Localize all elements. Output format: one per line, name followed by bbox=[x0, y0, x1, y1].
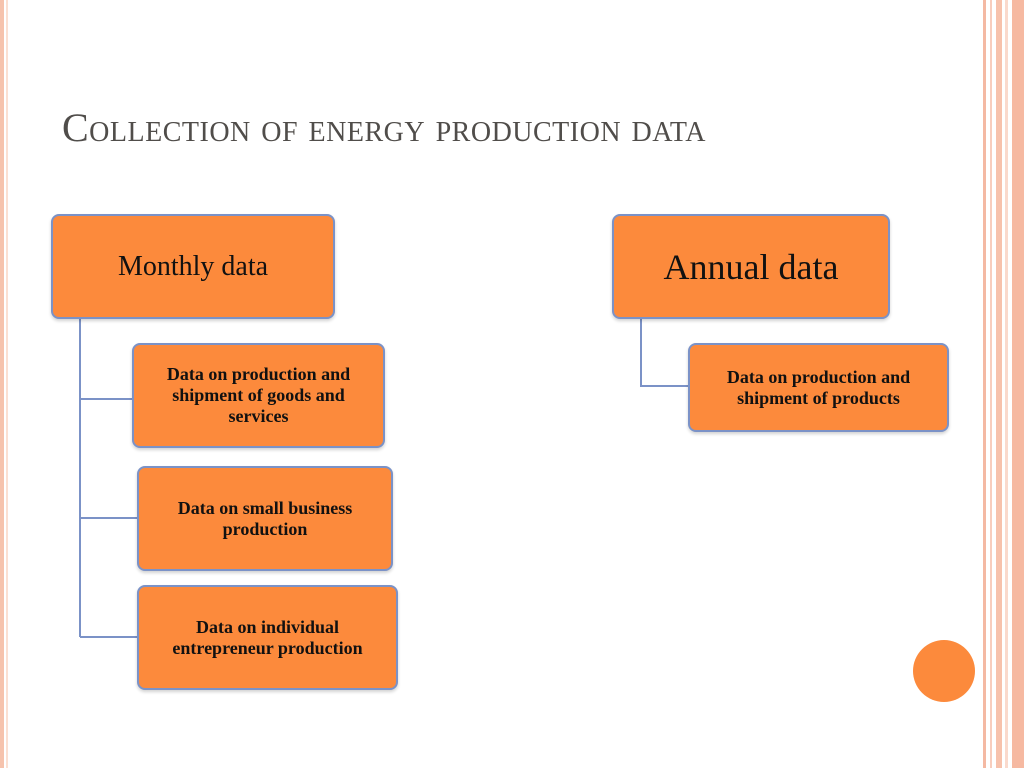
node-label: Data on small business production bbox=[177, 497, 353, 539]
decorative-circle bbox=[913, 640, 975, 702]
slide-left-border bbox=[0, 0, 4, 768]
page-title: Collection of energy production data bbox=[62, 105, 706, 150]
slide-right-stripe bbox=[1012, 0, 1024, 768]
node-monthly-data: Monthly data bbox=[51, 214, 335, 319]
node-small-business-production: Data on small business production bbox=[137, 466, 393, 571]
slide-right-stripe bbox=[990, 0, 992, 768]
slide-right-stripe bbox=[996, 0, 1002, 768]
node-label: Data on production and shipment of produ… bbox=[726, 366, 911, 408]
node-annual-data: Annual data bbox=[612, 214, 890, 319]
node-production-shipment-goods-services: Data on production and shipment of goods… bbox=[132, 343, 385, 448]
slide-left-border-inner bbox=[6, 0, 8, 768]
slide-right-stripe bbox=[983, 0, 986, 768]
node-monthly-data-label: Monthly data bbox=[117, 250, 269, 282]
node-annual-data-label: Annual data bbox=[663, 246, 839, 287]
node-production-shipment-products: Data on production and shipment of produ… bbox=[688, 343, 949, 432]
node-label: Data on production and shipment of goods… bbox=[166, 364, 351, 426]
slide-right-stripe bbox=[1005, 0, 1008, 768]
node-individual-entrepreneur-production: Data on individual entrepreneur producti… bbox=[137, 585, 398, 690]
node-label: Data on individual entrepreneur producti… bbox=[172, 616, 363, 658]
connector-annual bbox=[640, 318, 689, 387]
